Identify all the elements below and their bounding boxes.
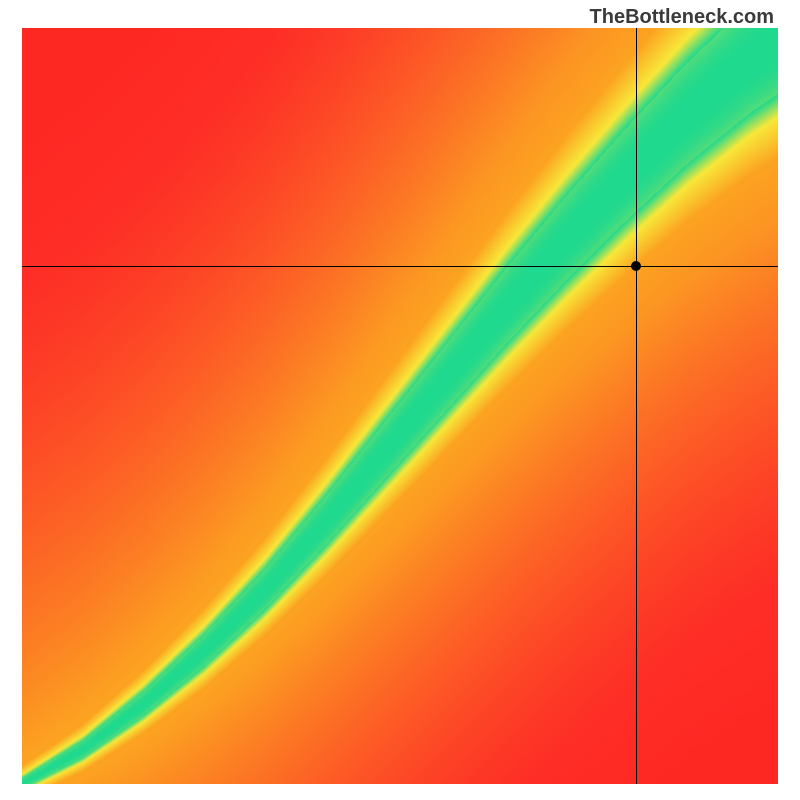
heatmap-canvas	[22, 28, 778, 784]
crosshair-vertical	[636, 28, 637, 784]
heatmap-plot	[22, 28, 778, 784]
crosshair-marker[interactable]	[631, 261, 641, 271]
crosshair-horizontal	[22, 266, 778, 267]
watermark-text: TheBottleneck.com	[590, 6, 774, 29]
